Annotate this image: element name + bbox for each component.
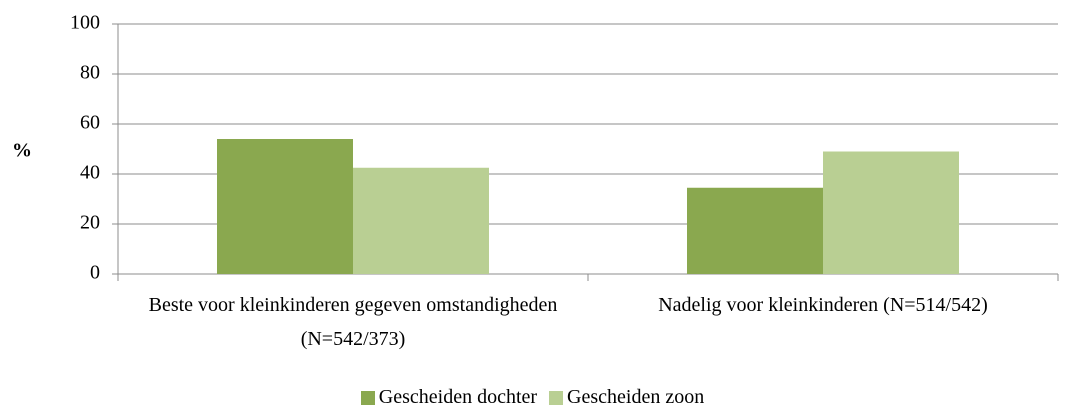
y-tick-label: 20 <box>80 212 100 234</box>
legend-label: Gescheiden dochter <box>378 386 538 408</box>
y-tick-label: 0 <box>90 262 100 284</box>
legend-label: Gescheiden zoon <box>567 386 705 408</box>
legend-swatch <box>549 390 564 405</box>
y-tick-label: 80 <box>80 62 100 84</box>
y-tick-label: 100 <box>70 12 100 34</box>
legend-item: Gescheiden zoon <box>549 386 704 409</box>
y-tick-label: 60 <box>80 112 100 134</box>
bar <box>217 139 353 274</box>
legend-swatch <box>360 390 375 405</box>
y-tick-label: 40 <box>80 162 100 184</box>
y-axis-label: % <box>12 140 32 162</box>
bar <box>687 187 823 274</box>
legend-item: Gescheiden dochter <box>360 386 538 409</box>
bar <box>353 167 489 274</box>
legend: Gescheiden dochter Gescheiden zoon <box>0 386 1065 409</box>
x-tick-label: Beste voor kleinkinderen gegeven omstand… <box>148 294 558 350</box>
x-tick-label: Nadelig voor kleinkinderen (N=514/542) <box>658 294 988 316</box>
bar <box>823 151 959 274</box>
